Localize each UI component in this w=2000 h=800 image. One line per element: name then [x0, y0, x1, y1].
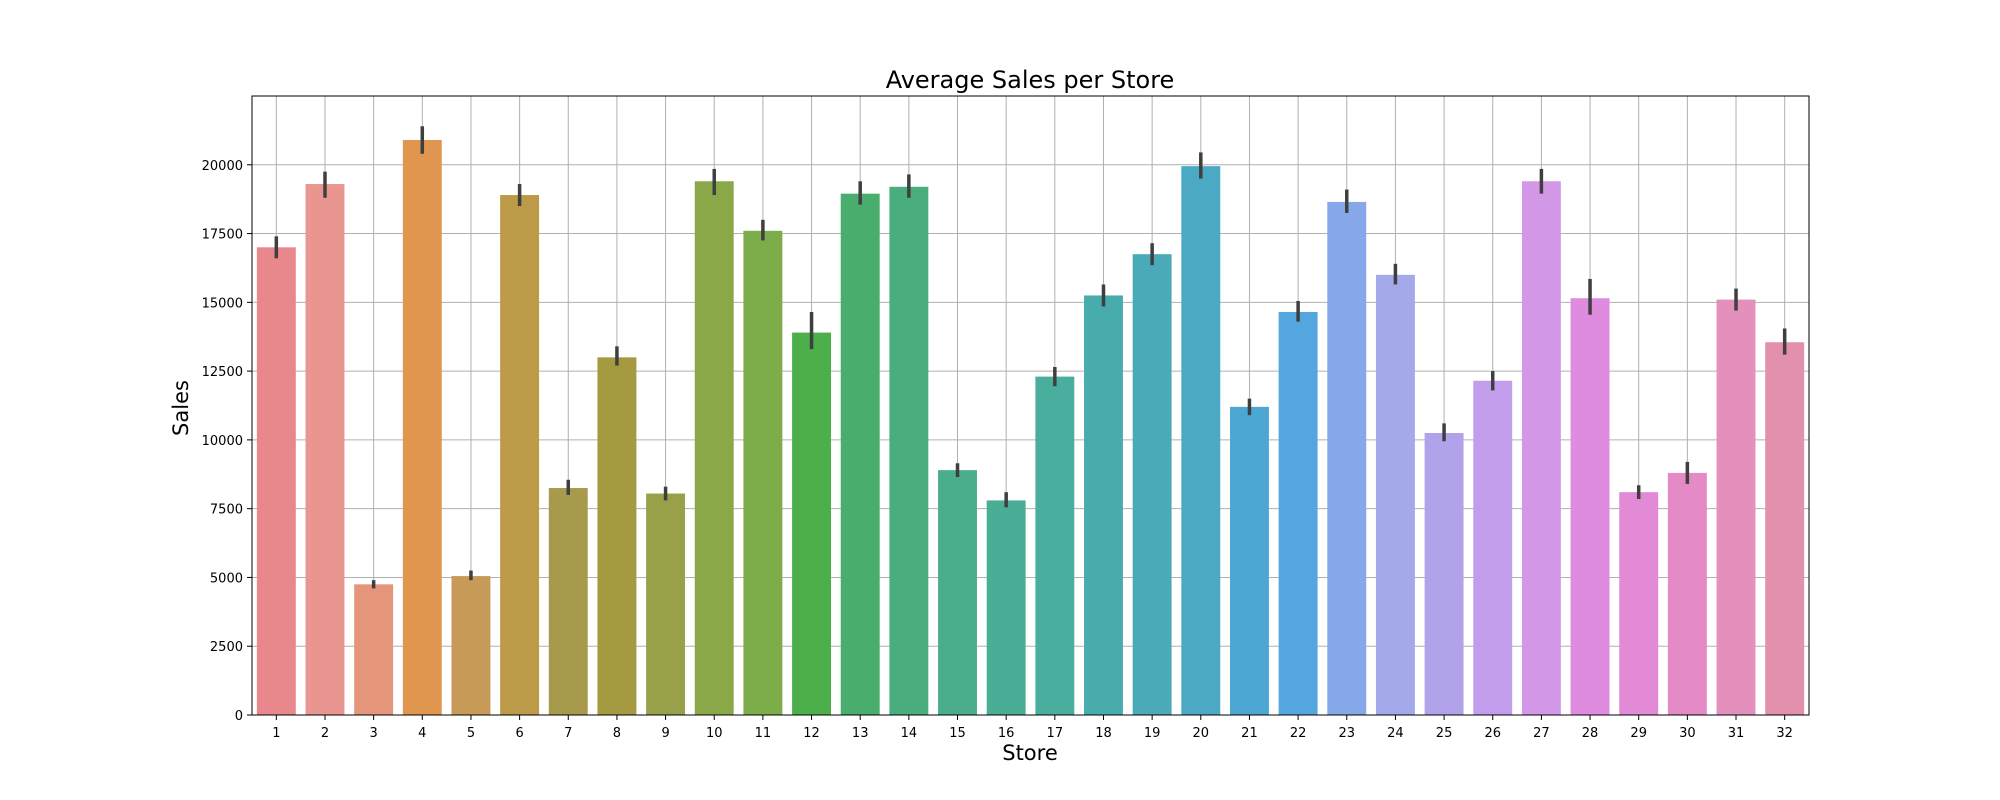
x-tick-label: 31 — [1728, 726, 1745, 741]
bar-store-28 — [1570, 298, 1610, 715]
bar-store-26 — [1473, 380, 1513, 715]
x-tick-label: 4 — [418, 726, 426, 741]
x-tick-label: 13 — [852, 726, 869, 741]
x-tick-label: 5 — [467, 726, 475, 741]
bar-store-4 — [402, 140, 442, 716]
x-tick-label: 7 — [564, 726, 572, 741]
x-tick-label: 24 — [1387, 726, 1404, 741]
x-tick-label: 27 — [1533, 726, 1550, 741]
bar-store-6 — [500, 195, 540, 716]
bar-store-18 — [1084, 295, 1123, 715]
x-tick-label: 23 — [1338, 726, 1355, 741]
bars-layer — [256, 140, 1805, 716]
x-tick-label: 9 — [661, 726, 669, 741]
bar-store-27 — [1521, 181, 1561, 716]
x-tick-label: 12 — [803, 726, 820, 741]
x-axis-label: Store — [1002, 741, 1058, 765]
bar-store-12 — [792, 332, 832, 715]
bar-store-20 — [1181, 166, 1221, 716]
x-tick-label: 6 — [515, 726, 523, 741]
bar-store-1 — [256, 247, 296, 716]
x-tick-label: 14 — [901, 726, 918, 741]
x-tick-label: 17 — [1047, 726, 1064, 741]
x-tick-label: 22 — [1290, 726, 1307, 741]
y-tick-label: 2500 — [210, 640, 243, 655]
bar-store-25 — [1424, 433, 1464, 715]
bar-store-10 — [694, 181, 734, 716]
x-tick-label: 15 — [949, 726, 966, 741]
bar-store-22 — [1278, 311, 1318, 715]
bar-store-14 — [889, 186, 929, 715]
y-tick-label: 12500 — [202, 365, 243, 380]
bar-store-19 — [1132, 254, 1172, 715]
x-tick-label: 25 — [1436, 726, 1453, 741]
y-tick-label: 15000 — [202, 296, 243, 311]
bar-store-9 — [646, 493, 686, 715]
bar-store-24 — [1375, 274, 1415, 715]
x-tick-label: 28 — [1582, 726, 1599, 741]
bar-store-2 — [305, 184, 345, 716]
x-tick-label: 18 — [1095, 726, 1112, 741]
bar-store-21 — [1229, 406, 1269, 715]
bar-store-8 — [597, 357, 637, 715]
bar-store-16 — [986, 500, 1026, 715]
y-tick-label: 7500 — [210, 503, 243, 518]
x-tick-label: 16 — [998, 726, 1015, 741]
x-tick-label: 32 — [1776, 726, 1793, 741]
x-tick-label: 29 — [1630, 726, 1647, 741]
x-tick-label: 30 — [1679, 726, 1696, 741]
y-tick-label: 20000 — [202, 159, 243, 174]
bar-store-13 — [840, 193, 880, 716]
x-tick-label: 20 — [1193, 726, 1210, 741]
x-tick-label: 11 — [755, 726, 772, 741]
x-tick-label: 3 — [370, 726, 378, 741]
bar-store-5 — [451, 576, 491, 715]
x-tick-label: 19 — [1144, 726, 1161, 741]
x-tick-label: 8 — [613, 726, 621, 741]
x-tick-label: 10 — [706, 726, 723, 741]
bar-store-15 — [938, 470, 977, 715]
error-bars-layer — [274, 126, 1787, 589]
bar-store-30 — [1667, 472, 1707, 715]
y-tick-label: 17500 — [202, 228, 243, 243]
y-tick-label: 0 — [235, 709, 243, 724]
y-axis-label: Sales — [169, 380, 193, 436]
bar-store-17 — [1035, 376, 1075, 715]
bar-store-23 — [1327, 201, 1367, 715]
plot-frame — [251, 95, 1810, 716]
y-tick-label: 5000 — [210, 571, 243, 586]
x-tick-label: 21 — [1241, 726, 1258, 741]
x-tick-label: 2 — [321, 726, 329, 741]
chart-title: Average Sales per Store — [886, 66, 1175, 94]
bar-store-29 — [1619, 492, 1659, 715]
bar-store-31 — [1716, 299, 1756, 715]
x-tick-label: 1 — [272, 726, 280, 741]
bar-store-7 — [548, 488, 588, 715]
bar-store-3 — [354, 584, 394, 715]
y-tick-label: 10000 — [202, 434, 243, 449]
bar-store-32 — [1765, 342, 1805, 715]
bar-store-11 — [743, 230, 783, 715]
x-tick-label: 26 — [1484, 726, 1501, 741]
